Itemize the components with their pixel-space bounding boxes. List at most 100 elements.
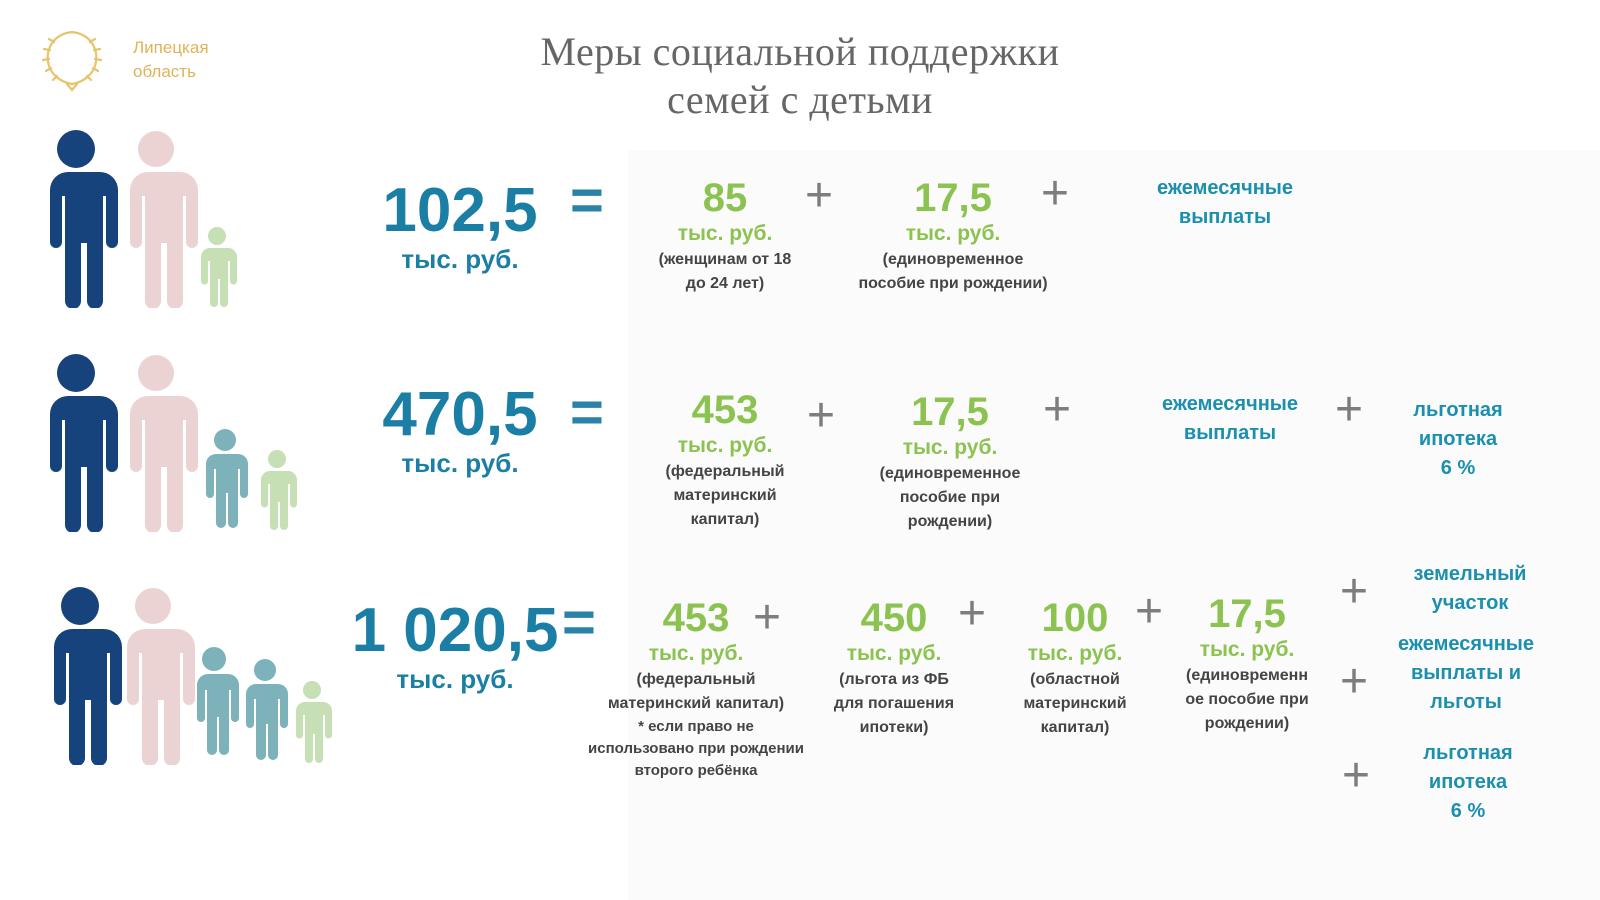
row1-item1-unit: тыс. руб. <box>677 222 773 245</box>
row2-item2-amount: 17,5 <box>911 390 989 434</box>
row1-item1-note2: до 24 лет) <box>685 275 765 292</box>
row2-benefit1-line1: ежемесячные <box>1162 393 1298 415</box>
row1-item1-amount: 85 <box>702 176 748 220</box>
row3-item1-footnote2: использовано при рождении <box>588 740 804 757</box>
row1-total-amount: 102,5 <box>382 176 538 245</box>
row3-plus-sign-6: + <box>1342 749 1371 802</box>
row3-item2: 450 тыс. руб. (льгота из ФБ для погашени… <box>820 596 968 740</box>
row1-item1: 85 тыс. руб. (женщинам от 18 до 24 лет) <box>630 176 820 296</box>
row3-item2-unit: тыс. руб. <box>846 642 942 665</box>
row2-benefit2-line2: ипотека <box>1418 428 1498 450</box>
row3-benefit-mortgage: льготная ипотека 6 % <box>1403 739 1533 826</box>
region-name: Липецкая область <box>133 36 209 84</box>
row3-total: 1 020,5 тыс. руб. <box>340 596 570 695</box>
row3-item4-note1: (единовременн <box>1185 667 1308 684</box>
region-name-line1: Липецкая <box>133 38 209 57</box>
row2-item1-note2: материнский <box>673 487 777 504</box>
row2-benefit-monthly: ежемесячные выплаты <box>1135 390 1325 448</box>
row3-benefit1-line2: участок <box>1431 592 1509 614</box>
row2-item2-note2: пособие при <box>899 489 1001 506</box>
row3-benefit2-line3: льготы <box>1430 691 1502 713</box>
region-emblem-logo <box>40 28 104 97</box>
row1-item2-note2: пособие при рождении) <box>858 275 1048 292</box>
row1-item2: 17,5 тыс. руб. (единовременное пособие п… <box>843 176 1063 296</box>
family-one-child-icon <box>50 130 237 308</box>
row1-plus-sign-2: + <box>1041 167 1070 220</box>
row3-plus-sign-3: + <box>1135 585 1164 638</box>
row2-item1-unit: тыс. руб. <box>677 434 773 457</box>
content-background-panel <box>628 150 1600 900</box>
row2-item1-amount: 453 <box>691 388 759 432</box>
row3-benefit3-line2: ипотека <box>1428 771 1508 793</box>
row3-item1-footnote1: * если право не <box>638 718 754 735</box>
row2-total-unit: тыс. руб. <box>401 448 519 478</box>
row3-item3-unit: тыс. руб. <box>1027 642 1123 665</box>
row3-item3-note1: (областной <box>1030 671 1120 688</box>
row2-item2-unit: тыс. руб. <box>902 436 998 459</box>
row3-item2-amount: 450 <box>860 596 928 640</box>
row3-plus-sign-1: + <box>753 591 782 644</box>
family-two-children-icon <box>50 354 297 532</box>
row2-item2-note1: (единовременное <box>879 465 1021 482</box>
row1-total-unit: тыс. руб. <box>401 244 519 274</box>
row3-benefit-monthly: ежемесячные выплаты и льготы <box>1385 630 1547 717</box>
row2-plus-sign-3: + <box>1335 383 1364 436</box>
row3-item1-footnote3: второго ребёнка <box>634 762 758 779</box>
row1-benefit-monthly: ежемесячные выплаты <box>1130 174 1320 232</box>
row3-benefit3-line3: 6 % <box>1450 800 1486 822</box>
row2-item1-note3: капитал) <box>690 511 760 528</box>
row2-plus-sign-2: + <box>1043 383 1072 436</box>
page-title: Меры социальной поддержки семей с детьми <box>380 28 1220 124</box>
row3-item3: 100 тыс. руб. (областной материнский кап… <box>1008 596 1142 740</box>
row1-benefit1-line2: выплаты <box>1178 206 1272 228</box>
row3-item4-amount: 17,5 <box>1208 592 1286 636</box>
row3-item2-note3: ипотеки) <box>859 719 929 736</box>
row3-item2-note2: для погашения <box>833 695 955 712</box>
row3-item1-unit: тыс. руб. <box>648 642 744 665</box>
row1-item2-amount: 17,5 <box>914 176 992 220</box>
row2-item1: 453 тыс. руб. (федеральный материнский к… <box>640 388 810 532</box>
row3-item2-note1: (льгота из ФБ <box>839 671 949 688</box>
row3-item1-amount: 453 <box>662 596 730 640</box>
row3-benefit3-line1: льготная <box>1423 742 1513 764</box>
row1-item1-note1: (женщинам от 18 <box>658 251 792 268</box>
row3-plus-sign-4: + <box>1340 565 1369 618</box>
row2-benefit-mortgage: льготная ипотека 6 % <box>1393 396 1523 483</box>
row2-benefit2-line1: льготная <box>1413 399 1503 421</box>
row3-item1-note1: (федеральный <box>636 671 756 688</box>
row3-benefit-land-plot: земельный участок <box>1398 560 1542 618</box>
row3-item1-note2: материнский капитал) <box>607 695 785 712</box>
row1-plus-sign-1: + <box>805 169 834 222</box>
row2-total: 470,5 тыс. руб. <box>360 380 560 479</box>
row3-item4-note2: ое пособие при <box>1185 691 1309 708</box>
row3-item3-note3: капитал) <box>1040 719 1110 736</box>
row3-plus-sign-2: + <box>958 587 987 640</box>
row3-equals-sign: = <box>562 590 596 655</box>
row2-benefit2-line3: 6 % <box>1440 457 1476 479</box>
row3-benefit2-line1: ежемесячные <box>1398 633 1534 655</box>
row1-item2-note1: (единовременное <box>882 251 1024 268</box>
row2-item2: 17,5 тыс. руб. (единовременное пособие п… <box>855 390 1045 534</box>
row3-item4: 17,5 тыс. руб. (единовременн ое пособие … <box>1177 592 1317 736</box>
row1-equals-sign: = <box>570 168 604 233</box>
row1-benefit1-line1: ежемесячные <box>1157 177 1293 199</box>
row1-total: 102,5 тыс. руб. <box>360 176 560 275</box>
row3-benefit2-line2: выплаты и <box>1410 662 1521 684</box>
row2-plus-sign-1: + <box>807 389 836 442</box>
row3-plus-sign-5: + <box>1340 655 1369 708</box>
row3-total-amount: 1 020,5 <box>351 596 559 665</box>
row3-item3-amount: 100 <box>1041 596 1109 640</box>
row3-item4-unit: тыс. руб. <box>1199 638 1295 661</box>
row3-benefit1-line1: земельный <box>1413 563 1527 585</box>
row3-total-unit: тыс. руб. <box>396 664 514 694</box>
title-line1: Меры социальной поддержки <box>540 29 1060 74</box>
row2-total-amount: 470,5 <box>382 380 538 449</box>
row3-item4-note3: рождении) <box>1204 715 1290 732</box>
row2-item1-note1: (федеральный <box>665 463 785 480</box>
row1-item2-unit: тыс. руб. <box>905 222 1001 245</box>
region-name-line2: область <box>133 62 196 81</box>
family-three-children-icon <box>54 587 332 765</box>
row2-item2-note3: рождении) <box>907 513 993 530</box>
row2-benefit1-line2: выплаты <box>1183 422 1277 444</box>
row3-item1: 453 тыс. руб. (федеральный материнский к… <box>578 596 814 782</box>
